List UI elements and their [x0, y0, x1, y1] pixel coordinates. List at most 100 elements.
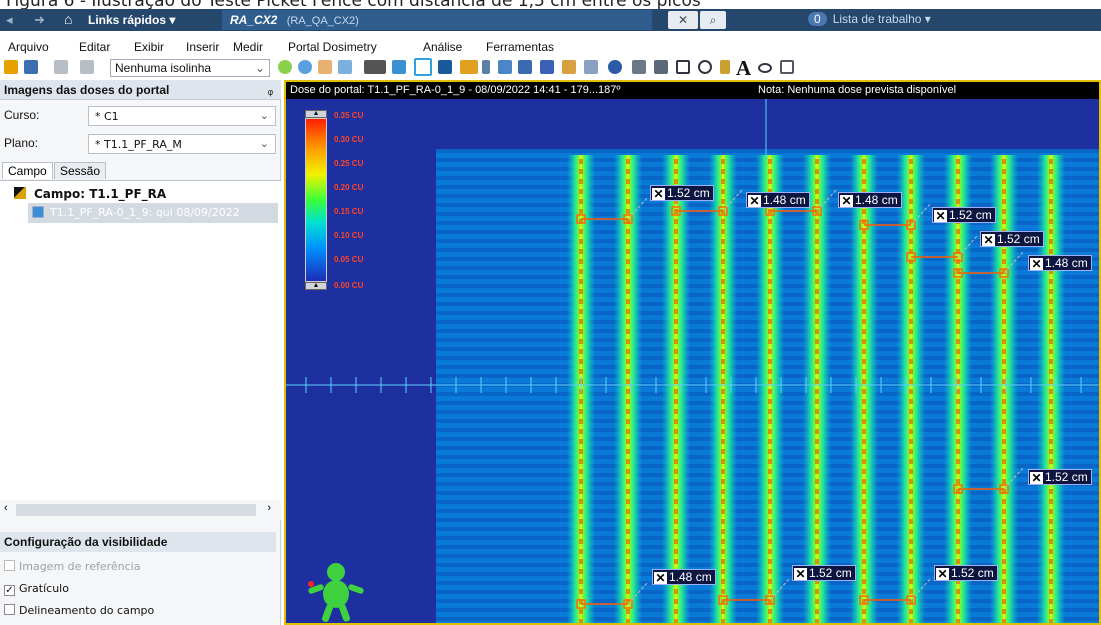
- search-patient-button[interactable]: ⌕: [700, 11, 726, 29]
- menu-item-inserir[interactable]: Inserir: [186, 40, 220, 54]
- close-icon[interactable]: ✕: [982, 233, 995, 247]
- graticule-checkbox[interactable]: ✓: [4, 585, 15, 596]
- menu-item-arquivo[interactable]: Arquivo: [8, 40, 49, 54]
- measurement-handle[interactable]: [859, 595, 869, 605]
- grid-icon[interactable]: [80, 60, 94, 74]
- measure-icon[interactable]: [562, 60, 576, 74]
- close-icon[interactable]: ✕: [748, 194, 761, 208]
- text-annotation-icon[interactable]: A: [736, 56, 752, 80]
- measurement-label[interactable]: ✕ 1.48 cm: [746, 192, 810, 208]
- measurement-handle[interactable]: [765, 595, 775, 605]
- profile-icon[interactable]: [498, 60, 512, 74]
- freehand-icon[interactable]: [654, 60, 668, 74]
- forward-arrow-icon[interactable]: ➜: [34, 12, 45, 27]
- vis-graticule[interactable]: ✓ Gratículo: [4, 582, 69, 596]
- quick-links-menu[interactable]: Links rápidos ▾: [88, 13, 176, 27]
- pin-icon[interactable]: ᵩ: [267, 83, 273, 97]
- measurement-label[interactable]: ✕ 1.48 cm: [1028, 255, 1092, 271]
- legend-up-icon[interactable]: ▲: [305, 110, 327, 118]
- menu-item-portal-dosimetry[interactable]: Portal Dosimetry: [288, 40, 377, 54]
- menu-item-exibir[interactable]: Exibir: [134, 40, 165, 54]
- home-icon[interactable]: ⌂: [64, 11, 73, 27]
- measurement-handle[interactable]: [953, 268, 963, 278]
- measurement-label[interactable]: ✕ 1.52 cm: [1028, 469, 1092, 485]
- close-icon[interactable]: ✕: [652, 187, 665, 201]
- zoom-out-icon[interactable]: [298, 60, 312, 74]
- measurement-handle[interactable]: [623, 599, 633, 609]
- measurement-label[interactable]: ✕ 1.52 cm: [792, 565, 856, 581]
- scrollbar-track[interactable]: [16, 504, 256, 516]
- window-level-icon[interactable]: [438, 60, 452, 74]
- field-outline-checkbox[interactable]: [4, 604, 15, 615]
- tab-sessao[interactable]: Sessão: [54, 162, 107, 179]
- arrow-annotation-icon[interactable]: [720, 60, 730, 74]
- angle-icon[interactable]: [780, 60, 794, 74]
- measurement-label[interactable]: ✕ 1.48 cm: [652, 569, 716, 585]
- measurement-label[interactable]: ✕ 1.52 cm: [650, 185, 714, 201]
- menu-item-editar[interactable]: Editar: [79, 40, 111, 54]
- save-icon[interactable]: [24, 60, 38, 74]
- colormap-icon[interactable]: [460, 60, 478, 74]
- info-icon[interactable]: [608, 60, 622, 74]
- pan-hand-icon[interactable]: [318, 60, 332, 74]
- tree-image-node[interactable]: T1.1_PF_RA-0_1_9: qui 08/09/2022: [28, 203, 278, 223]
- rotate-icon[interactable]: [632, 60, 646, 74]
- layout-grid-icon[interactable]: [364, 60, 386, 74]
- open-icon[interactable]: [4, 60, 18, 74]
- outline-icon[interactable]: [758, 63, 772, 73]
- isoline-select[interactable]: Nenhuma isolinha ⌄: [110, 59, 270, 77]
- measurement-handle[interactable]: [576, 214, 586, 224]
- histogram-icon[interactable]: [518, 60, 532, 74]
- measurement-handle[interactable]: [906, 220, 916, 230]
- ellipse-icon[interactable]: [698, 60, 712, 74]
- close-patient-button[interactable]: ✕: [668, 11, 698, 29]
- crosshair-icon[interactable]: [414, 58, 432, 76]
- area-icon[interactable]: [584, 60, 598, 74]
- measurement-handle[interactable]: [999, 484, 1009, 494]
- measurement-handle[interactable]: [906, 595, 916, 605]
- measurement-handle[interactable]: [623, 214, 633, 224]
- tree-field-node[interactable]: Campo: T1.1_PF_RA: [14, 187, 166, 201]
- tab-campo[interactable]: Campo: [2, 162, 53, 179]
- worklist-menu[interactable]: 0 Lista de trabalho ▾: [808, 12, 931, 26]
- plan-select[interactable]: * T1.1_PF_RA_M ⌄: [88, 134, 276, 154]
- measurement-label[interactable]: ✕ 1.52 cm: [934, 565, 998, 581]
- measurement-handle[interactable]: [953, 252, 963, 262]
- close-icon[interactable]: ✕: [1030, 257, 1043, 271]
- close-icon[interactable]: ✕: [654, 571, 667, 585]
- scroll-left-icon[interactable]: ‹: [4, 502, 8, 514]
- measurement-handle[interactable]: [576, 599, 586, 609]
- zoom-in-icon[interactable]: [278, 60, 292, 74]
- measurement-handle[interactable]: [718, 595, 728, 605]
- image-icon[interactable]: [392, 60, 406, 74]
- measurement-handle[interactable]: [953, 484, 963, 494]
- close-icon[interactable]: ✕: [936, 567, 949, 581]
- horizontal-scrollbar[interactable]: ‹ ›: [0, 500, 281, 520]
- close-icon[interactable]: ✕: [794, 567, 807, 581]
- menu-item-ferramentas[interactable]: Ferramentas: [486, 40, 555, 54]
- dose-image[interactable]: [286, 99, 1099, 625]
- colormap-dropdown-icon[interactable]: [482, 60, 490, 74]
- measurement-handle[interactable]: [671, 206, 681, 216]
- reset-view-icon[interactable]: [338, 60, 352, 74]
- compare-icon[interactable]: [540, 60, 554, 74]
- course-select[interactable]: * C1 ⌄: [88, 106, 276, 126]
- vis-field-outline[interactable]: Delineamento do campo: [4, 604, 154, 617]
- close-icon[interactable]: ✕: [934, 209, 947, 223]
- measurement-label[interactable]: ✕ 1.48 cm: [838, 192, 902, 208]
- layout-icon[interactable]: [54, 60, 68, 74]
- close-icon[interactable]: ✕: [840, 194, 853, 208]
- measurement-handle[interactable]: [812, 206, 822, 216]
- measurement-handle[interactable]: [718, 206, 728, 216]
- menu-item-analise[interactable]: Análise: [423, 40, 463, 54]
- back-arrow-icon[interactable]: ◂: [6, 12, 13, 27]
- patient-tab[interactable]: RA_CX2 (RA_QA_CX2): [222, 10, 652, 30]
- scroll-right-icon[interactable]: ›: [267, 502, 271, 514]
- measurement-handle[interactable]: [859, 220, 869, 230]
- rectangle-icon[interactable]: [676, 60, 690, 74]
- measurement-handle[interactable]: [999, 268, 1009, 278]
- dose-image-viewer[interactable]: Dose do portal: T1.1_PF_RA-0_1_9 - 08/09…: [284, 80, 1101, 625]
- measurement-label[interactable]: ✕ 1.52 cm: [932, 207, 996, 223]
- legend-down-icon[interactable]: ▲: [305, 282, 327, 290]
- measurement-label[interactable]: ✕ 1.52 cm: [980, 231, 1044, 247]
